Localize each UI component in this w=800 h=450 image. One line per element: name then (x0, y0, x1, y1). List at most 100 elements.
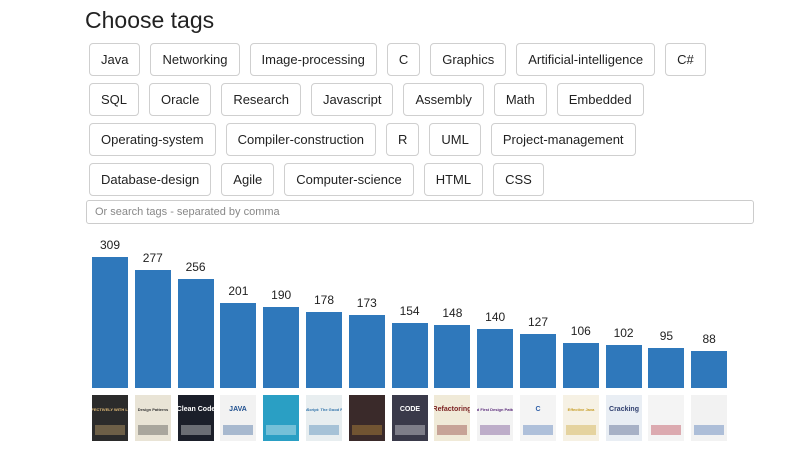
book-cover-thumbnail[interactable] (348, 395, 385, 441)
bar-value-label: 201 (228, 284, 249, 298)
tag-html[interactable]: HTML (423, 163, 484, 196)
bar-value-label: 178 (313, 293, 335, 307)
bar[interactable] (92, 257, 128, 388)
bar[interactable] (177, 279, 214, 388)
svg-text:Refactoring: Refactoring (434, 406, 470, 413)
bar[interactable] (562, 343, 599, 388)
bar-column: 256 (177, 260, 214, 388)
bar-column: 154 (391, 304, 428, 388)
bar[interactable] (605, 345, 642, 388)
bar[interactable] (348, 315, 385, 388)
bar[interactable] (306, 312, 342, 388)
book-cover-thumbnail[interactable]: Refactoring (434, 395, 471, 441)
bar-column: 148 (434, 306, 471, 388)
tag-computer-science[interactable]: Computer-science (284, 163, 414, 196)
book-cover-thumbnail[interactable] (263, 395, 300, 441)
book-count-bar-chart: 309 WORKING EFFECTIVELY WITH LEGACY CODE 2… (0, 232, 800, 450)
book-cover-thumbnail[interactable]: C (520, 395, 556, 441)
svg-text:JavaScript: The Good Parts: JavaScript: The Good Parts (306, 407, 342, 412)
svg-text:Head First Design Patterns: Head First Design Patterns (477, 407, 513, 412)
bar-value-label: 140 (485, 310, 506, 324)
bar-value-label: 95 (659, 329, 674, 343)
bar-value-label: 309 (99, 238, 121, 252)
bar-value-label: 88 (702, 332, 716, 346)
tag-operating-system[interactable]: Operating-system (89, 123, 216, 156)
book-cover-thumbnail[interactable] (648, 395, 685, 441)
tag-embedded[interactable]: Embedded (556, 83, 644, 116)
svg-text:Clean Code: Clean Code (178, 406, 214, 413)
svg-text:JAVA: JAVA (230, 406, 248, 413)
tag-javascript[interactable]: Javascript (310, 83, 394, 116)
svg-text:WORKING EFFECTIVELY WITH LEGAC: WORKING EFFECTIVELY WITH LEGACY CODE (92, 407, 128, 412)
tag-search-input[interactable] (86, 200, 754, 224)
tag-row: Database-design Agile Computer-science H… (89, 163, 769, 196)
tag-list: Java Networking Image-processing C Graph… (89, 43, 769, 203)
tag-image-processing[interactable]: Image-processing (249, 43, 377, 76)
tag-csharp[interactable]: C# (665, 43, 706, 76)
book-cover-thumbnail[interactable]: Cracking (605, 395, 642, 441)
tag-artificial-intelligence[interactable]: Artificial-intelligence (516, 43, 656, 76)
bar-column: 102 (605, 326, 642, 388)
svg-text:CODE: CODE (399, 406, 420, 413)
tag-database-design[interactable]: Database-design (89, 163, 212, 196)
bar-value-label: 102 (613, 326, 634, 340)
book-cover-thumbnail[interactable]: WORKING EFFECTIVELY WITH LEGACY CODE (92, 395, 128, 441)
tag-networking[interactable]: Networking (150, 43, 240, 76)
tag-row: Java Networking Image-processing C Graph… (89, 43, 769, 76)
tag-agile[interactable]: Agile (221, 163, 275, 196)
book-cover-thumbnail[interactable]: Head First Design Patterns (477, 395, 514, 441)
bar-column: 201 (220, 284, 257, 388)
book-cover-thumbnail[interactable]: JAVA (220, 395, 257, 441)
tag-oracle[interactable]: Oracle (149, 83, 212, 116)
tag-row: SQL Oracle Research Javascript Assembly … (89, 83, 769, 116)
bar[interactable] (134, 270, 171, 388)
bar[interactable] (263, 307, 300, 388)
book-cover-thumbnail[interactable]: Design Patterns (134, 395, 171, 441)
tag-math[interactable]: Math (493, 83, 547, 116)
book-cover-thumbnail[interactable]: JavaScript: The Good Parts (306, 395, 342, 441)
bar-column: 277 (134, 251, 171, 388)
tag-css[interactable]: CSS (493, 163, 544, 196)
bar-value-label: 148 (442, 306, 463, 320)
tag-compiler-construction[interactable]: Compiler-construction (225, 123, 377, 156)
tag-java[interactable]: Java (89, 43, 141, 76)
bar-value-label: 256 (185, 260, 206, 274)
tag-r[interactable]: R (386, 123, 420, 156)
bar-column: 140 (477, 310, 514, 388)
page-title: Choose tags (85, 7, 215, 33)
bar-column: 309 (92, 238, 128, 388)
bar-column: 173 (348, 296, 385, 388)
svg-text:Cracking: Cracking (609, 406, 639, 413)
bar-column: 127 (520, 315, 556, 388)
tag-uml[interactable]: UML (429, 123, 481, 156)
bar-column: 88 (691, 332, 728, 388)
tag-project-management[interactable]: Project-management (490, 123, 636, 156)
book-cover-thumbnail[interactable]: Effective Java (562, 395, 599, 441)
bar[interactable] (520, 334, 556, 388)
tag-research[interactable]: Research (221, 83, 301, 116)
bar[interactable] (391, 323, 428, 388)
bar-value-label: 190 (271, 288, 292, 302)
bar[interactable] (691, 351, 728, 388)
bar-value-label: 106 (570, 324, 591, 338)
book-cover-thumbnail[interactable]: CODE (391, 395, 428, 441)
tag-row: Operating-system Compiler-construction R… (89, 123, 769, 156)
tag-sql[interactable]: SQL (89, 83, 140, 116)
svg-text:Effective Java: Effective Java (567, 407, 594, 412)
bar-value-label: 154 (399, 304, 420, 318)
tag-graphics[interactable]: Graphics (430, 43, 507, 76)
tag-c[interactable]: C (386, 43, 421, 76)
book-cover-thumbnail[interactable] (691, 395, 728, 441)
tag-assembly[interactable]: Assembly (403, 83, 484, 116)
svg-text:C: C (535, 406, 540, 413)
bar[interactable] (220, 303, 257, 388)
svg-text:Design Patterns: Design Patterns (138, 407, 169, 412)
bar[interactable] (648, 348, 685, 388)
bar[interactable] (434, 325, 471, 388)
bar-column: 190 (263, 288, 300, 388)
book-cover-thumbnail[interactable]: Clean Code (177, 395, 214, 441)
bar-column: 95 (648, 329, 685, 388)
bar[interactable] (477, 329, 514, 388)
bar-value-label: 127 (527, 315, 549, 329)
bar-column: 178 (306, 293, 342, 388)
